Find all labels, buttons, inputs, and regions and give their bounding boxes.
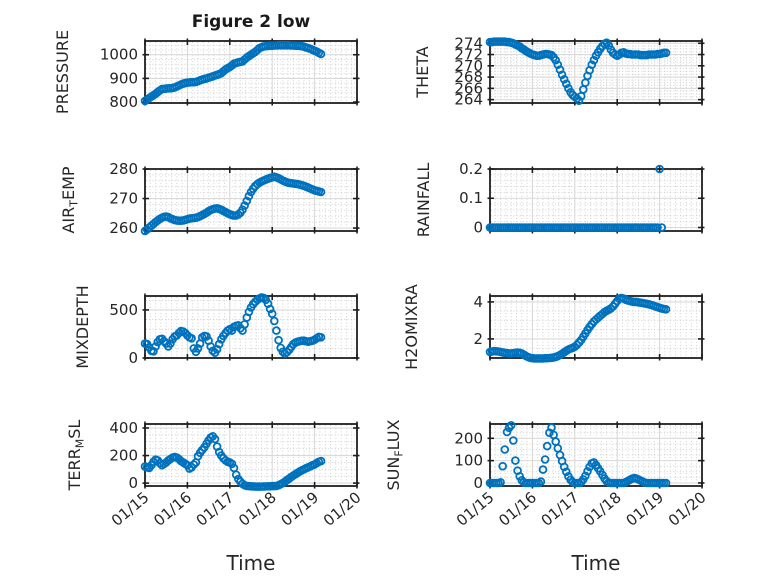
svg-text:270: 270: [109, 190, 138, 208]
y-axis-label-terr-msl: TERRMSL: [65, 420, 87, 492]
svg-text:01/20: 01/20: [320, 488, 365, 530]
data-points: [485, 164, 666, 232]
minor-grid: [491, 297, 701, 357]
subplot-pressure: 800 900 1000 PRESSURE: [53, 30, 360, 114]
svg-text:200: 200: [454, 429, 483, 447]
svg-text:01/19: 01/19: [622, 488, 667, 530]
svg-text:01/19: 01/19: [277, 488, 322, 530]
svg-text:900: 900: [109, 69, 138, 87]
svg-text:01/18: 01/18: [235, 488, 280, 530]
y-axis-label-pressure: PRESSURE: [53, 30, 72, 114]
axes-box: [489, 40, 703, 104]
subplot-mixdepth: 0 500 MIXDEPTH: [73, 285, 360, 369]
svg-text:268: 268: [454, 68, 483, 86]
svg-text:01/16: 01/16: [495, 488, 540, 530]
svg-text:01/17: 01/17: [538, 488, 583, 530]
axes-box: [144, 40, 358, 104]
minor-grid: [146, 42, 356, 102]
data-points: [485, 37, 671, 105]
svg-text:272: 272: [454, 46, 483, 64]
svg-text:01/20: 01/20: [665, 488, 710, 530]
data-points: [485, 293, 671, 363]
svg-text:01/15: 01/15: [108, 488, 153, 530]
svg-text:0.1: 0.1: [459, 189, 483, 207]
y-tick-labels: 0 200 400: [109, 419, 138, 492]
svg-text:01/18: 01/18: [580, 488, 625, 530]
svg-text:0: 0: [128, 474, 138, 492]
svg-text:274: 274: [454, 34, 483, 52]
axes-box: [144, 295, 358, 359]
y-tick-labels: 0 100 200: [454, 429, 483, 492]
major-grid: [490, 169, 702, 231]
svg-text:0.2: 0.2: [459, 160, 483, 178]
x-axis-label-right: Time: [571, 551, 621, 575]
x-axis-label-left: Time: [226, 551, 276, 575]
axes-box: [489, 295, 703, 359]
tick-marks: [487, 38, 705, 106]
svg-text:800: 800: [109, 93, 138, 111]
y-tick-labels: 0 0.1 0.2: [459, 160, 483, 236]
minor-grid: [146, 425, 356, 485]
y-axis-label-h2omixra: H2OMIXRA: [402, 284, 421, 370]
svg-text:2: 2: [473, 330, 483, 348]
svg-text:01/15: 01/15: [453, 488, 498, 530]
svg-text:4: 4: [473, 293, 483, 311]
minor-grid: [146, 297, 356, 357]
y-axis-label-air-temp: AIRTEMP: [59, 166, 81, 233]
subplot-air-temp: 260 270 280 AIRTEMP: [59, 160, 360, 237]
data-points: [140, 293, 326, 359]
svg-text:260: 260: [109, 219, 138, 237]
svg-text:01/17: 01/17: [193, 488, 238, 530]
svg-text:0: 0: [473, 474, 483, 492]
svg-text:200: 200: [109, 447, 138, 465]
svg-text:266: 266: [454, 79, 483, 97]
svg-text:280: 280: [109, 160, 138, 178]
minor-grid: [491, 170, 701, 230]
tick-marks: [142, 293, 360, 361]
y-axis-label-mixdepth: MIXDEPTH: [73, 285, 92, 368]
y-axis-label-sun-flux: SUNFLUX: [384, 419, 406, 490]
axes-box: [489, 423, 703, 487]
data-points: [140, 40, 326, 106]
svg-text:270: 270: [454, 57, 483, 75]
y-tick-labels: 0 500: [109, 301, 138, 367]
tick-marks: [142, 38, 360, 106]
svg-text:0: 0: [128, 349, 138, 367]
svg-text:100: 100: [454, 452, 483, 470]
y-tick-labels: 24: [473, 293, 483, 348]
svg-text:264: 264: [454, 91, 483, 109]
y-tick-labels: 260 270 280: [109, 160, 138, 237]
data-points: [140, 431, 326, 491]
svg-text:0: 0: [473, 218, 483, 236]
svg-text:01/16: 01/16: [150, 488, 195, 530]
data-points: [140, 172, 326, 236]
tick-marks: [142, 421, 360, 489]
figure-title: Figure 2 low: [191, 12, 311, 32]
data-points: [485, 420, 671, 488]
svg-text:400: 400: [109, 419, 138, 437]
svg-text:500: 500: [109, 301, 138, 319]
subplot-rainfall: 0 0.1 0.2 RAINFALL: [414, 160, 705, 237]
tick-marks: [487, 293, 705, 361]
y-axis-label-theta: THETA: [413, 46, 432, 98]
axes-box: [144, 168, 358, 232]
y-tick-labels: 800 900 1000: [100, 46, 138, 111]
svg-text:1000: 1000: [100, 46, 138, 64]
y-axis-label-rainfall: RAINFALL: [414, 163, 433, 238]
